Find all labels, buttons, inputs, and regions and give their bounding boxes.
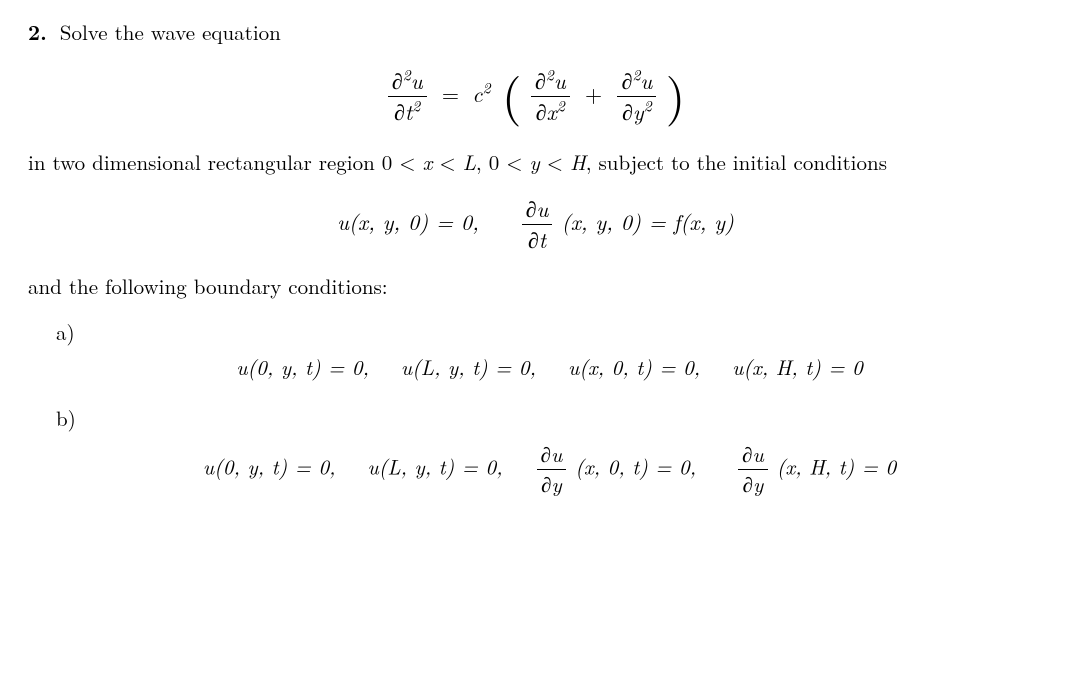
- a-bc1: u(0, y, t) = 0,: [236, 352, 369, 382]
- ic2-fraction: ∂u ∂t: [522, 194, 553, 257]
- problem-number: 2.: [28, 17, 47, 47]
- term2-num: ∂2u: [617, 66, 656, 98]
- lhs-den: ∂t2: [388, 97, 427, 128]
- coefficient: c2: [472, 78, 490, 109]
- ic2-args: (x, y, 0) = f(x, y): [562, 206, 734, 237]
- term1-fraction: ∂2u ∂x2: [531, 66, 570, 129]
- b-bc2: u(L, y, t) = 0,: [368, 451, 503, 481]
- equals-sign: =: [442, 78, 459, 109]
- part-a-label: a): [56, 318, 1043, 347]
- b-bc4-den: ∂y: [738, 470, 768, 499]
- b-bc1: u(0, y, t) = 0,: [203, 451, 336, 481]
- b-bc3-fraction: ∂u ∂y: [537, 440, 567, 500]
- problem-header: 2. Solve the wave equation: [28, 18, 1043, 47]
- b-bc4-args: (x, H, t) = 0: [777, 451, 896, 481]
- ic2-num: ∂u: [522, 194, 553, 226]
- term1-num: ∂2u: [531, 66, 570, 98]
- part-b-equations: u(0, y, t) = 0, u(L, y, t) = 0, ∂u ∂y (x…: [56, 440, 1043, 500]
- b-bc3-num: ∂u: [537, 440, 567, 470]
- region-text: in two dimensional rectangular region 0 …: [28, 148, 1043, 177]
- b-bc3-args: (x, 0, t) = 0,: [575, 451, 696, 481]
- part-a: a) u(0, y, t) = 0, u(L, y, t) = 0, u(x, …: [56, 318, 1043, 383]
- b-bc4-fraction: ∂u ∂y: [738, 440, 768, 500]
- bc-intro: and the following boundary conditions:: [28, 272, 1043, 301]
- right-paren: ): [666, 57, 686, 129]
- b-bc3-den: ∂y: [537, 470, 567, 499]
- ic2-den: ∂t: [522, 225, 553, 256]
- part-b-label: b): [56, 404, 1043, 433]
- a-bc2: u(L, y, t) = 0,: [401, 352, 536, 382]
- problem-intro: Solve the wave equation: [60, 17, 281, 47]
- wave-equation: ∂2u ∂t2 = c2 ( ∂2u ∂x2 + ∂2u ∂y2 ): [28, 61, 1043, 132]
- a-bc3: u(x, 0, t) = 0,: [568, 352, 700, 382]
- a-bc4: u(x, H, t) = 0: [732, 352, 863, 382]
- term2-fraction: ∂2u ∂y2: [617, 66, 656, 129]
- initial-conditions: u(x, y, 0) = 0, ∂u ∂t (x, y, 0) = f(x, y…: [28, 194, 1043, 257]
- paren-group: ( ∂2u ∂x2 + ∂2u ∂y2 ): [502, 78, 685, 109]
- lhs-num: ∂2u: [388, 66, 427, 98]
- plus-sign: +: [585, 78, 602, 109]
- left-paren: (: [502, 57, 522, 129]
- lhs-fraction: ∂2u ∂t2: [388, 66, 427, 129]
- b-bc4-num: ∂u: [738, 440, 768, 470]
- part-b: b) u(0, y, t) = 0, u(L, y, t) = 0, ∂u ∂y…: [56, 404, 1043, 499]
- part-a-equations: u(0, y, t) = 0, u(L, y, t) = 0, u(x, 0, …: [56, 353, 1043, 382]
- ic1: u(x, y, 0) = 0,: [337, 206, 479, 237]
- term1-den: ∂x2: [531, 97, 570, 128]
- term2-den: ∂y2: [617, 97, 656, 128]
